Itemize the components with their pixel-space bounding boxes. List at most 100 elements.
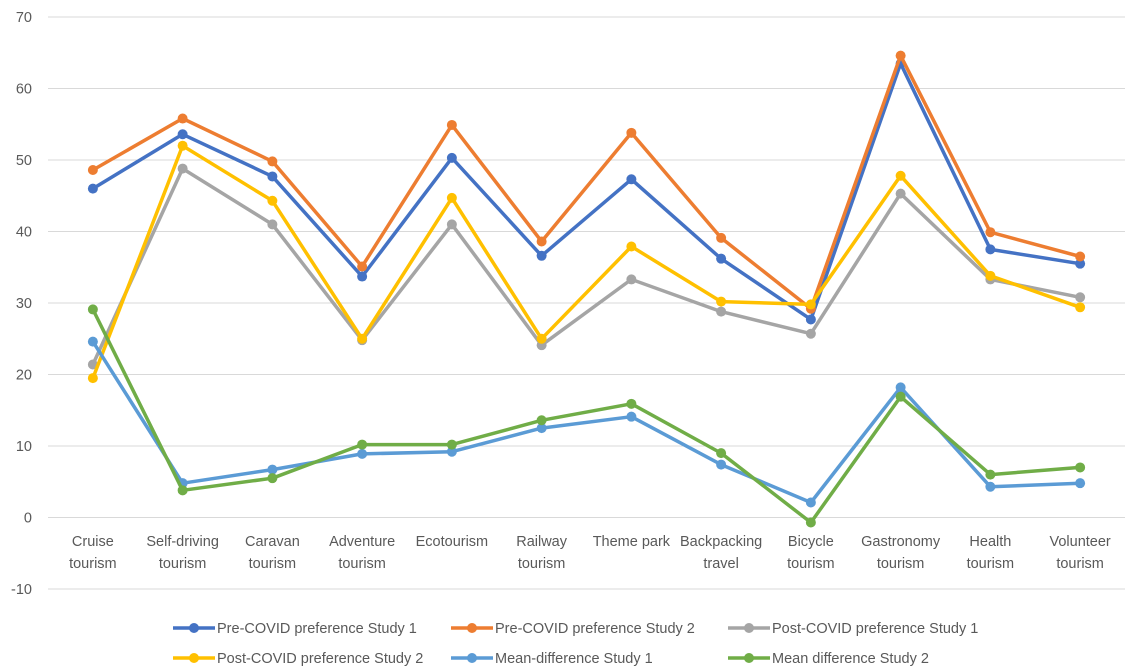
x-tick-label: tourism (338, 556, 386, 572)
data-point (357, 261, 368, 272)
legend-label: Mean difference Study 2 (772, 651, 929, 667)
legend-swatch-marker (189, 653, 199, 663)
y-tick-label: 50 (16, 153, 32, 169)
series-6 (87, 304, 1086, 528)
data-point (536, 423, 547, 434)
data-point (87, 336, 98, 347)
y-axis-tick-labels: -10 0 10 20 30 40 50 60 70 (11, 10, 32, 598)
y-tick-label: 40 (16, 225, 32, 241)
y-tick-label: 20 (16, 368, 32, 384)
x-tick-label: Railway (516, 534, 568, 550)
data-point (716, 296, 727, 307)
x-axis-tick-labels: Cruise tourism Self-driving tourism Caravan t… (69, 534, 1111, 572)
data-point (177, 485, 188, 496)
data-point (177, 129, 188, 140)
series-1 (87, 58, 1086, 325)
x-tick-label: Volunteer (1049, 534, 1110, 550)
data-point (716, 232, 727, 243)
data-point (1075, 292, 1086, 303)
data-point (267, 156, 278, 167)
data-point (267, 171, 278, 182)
data-point (446, 446, 457, 457)
data-point (626, 174, 637, 185)
data-point (357, 448, 368, 459)
data-point (626, 398, 637, 409)
y-tick-label: 0 (24, 511, 32, 527)
data-point (895, 391, 906, 402)
legend-label: Pre-COVID preference Study 1 (217, 621, 417, 637)
data-point (87, 304, 98, 315)
data-point (357, 333, 368, 344)
data-point (805, 517, 816, 528)
data-point (985, 244, 996, 255)
x-tick-label: Adventure (329, 534, 395, 550)
x-tick-label: Self-driving (146, 534, 219, 550)
data-point (87, 165, 98, 176)
legend: Pre-COVID preference Study 1 Pre-COVID pr… (173, 621, 978, 667)
data-point (985, 227, 996, 238)
data-point (805, 314, 816, 325)
legend-swatch-marker (467, 623, 477, 633)
x-tick-label: Health (969, 534, 1011, 550)
legend-swatch-marker (744, 653, 754, 663)
series-line (91, 307, 1082, 525)
x-tick-label: tourism (159, 556, 207, 572)
data-point (446, 119, 457, 130)
data-point (536, 250, 547, 261)
series-line (91, 61, 1082, 322)
series-line (91, 339, 1082, 505)
data-point (985, 469, 996, 480)
legend-label: Mean-difference Study 1 (495, 651, 653, 667)
data-point (1075, 251, 1086, 262)
series-2 (87, 50, 1086, 314)
data-point (446, 152, 457, 163)
x-tick-label: Bicycle (788, 534, 834, 550)
data-point (1075, 302, 1086, 313)
legend-item: Pre-COVID preference Study 2 (451, 621, 695, 637)
legend-label: Post-COVID preference Study 1 (772, 621, 978, 637)
data-point (716, 253, 727, 264)
x-tick-label: Cruise (72, 534, 114, 550)
data-point (985, 481, 996, 492)
series-5 (87, 336, 1086, 508)
legend-label: Post-COVID preference Study 2 (217, 651, 423, 667)
x-tick-label: travel (703, 556, 738, 572)
x-tick-label: Ecotourism (416, 534, 489, 550)
data-point (716, 306, 727, 317)
data-point (536, 236, 547, 247)
x-tick-label: Backpacking (680, 534, 762, 550)
grid-lines (48, 16, 1125, 590)
data-point (177, 163, 188, 174)
legend-item: Pre-COVID preference Study 1 (173, 621, 417, 637)
data-point (446, 219, 457, 230)
legend-swatch-marker (744, 623, 754, 633)
x-tick-label: tourism (249, 556, 297, 572)
data-point (177, 140, 188, 151)
x-tick-label: tourism (69, 556, 117, 572)
y-tick-label: -10 (11, 582, 32, 598)
data-point (716, 448, 727, 459)
data-point (357, 271, 368, 282)
data-point (267, 195, 278, 206)
data-point (985, 270, 996, 281)
series-3 (87, 163, 1086, 370)
data-point (177, 113, 188, 124)
data-point (805, 497, 816, 508)
data-point (805, 328, 816, 339)
x-tick-label: Gastronomy (861, 534, 941, 550)
data-point (716, 459, 727, 470)
x-tick-label: Caravan (245, 534, 300, 550)
data-point (446, 192, 457, 203)
data-point (626, 241, 637, 252)
legend-item: Post-COVID preference Study 2 (173, 651, 423, 667)
data-point (446, 439, 457, 450)
series-line (91, 53, 1082, 311)
data-point (895, 188, 906, 199)
legend-label: Pre-COVID preference Study 2 (495, 621, 695, 637)
data-point (1075, 258, 1086, 269)
data-point (626, 411, 637, 422)
y-tick-label: 60 (16, 82, 32, 98)
x-tick-label: Theme park (593, 534, 671, 550)
data-point (267, 464, 278, 475)
